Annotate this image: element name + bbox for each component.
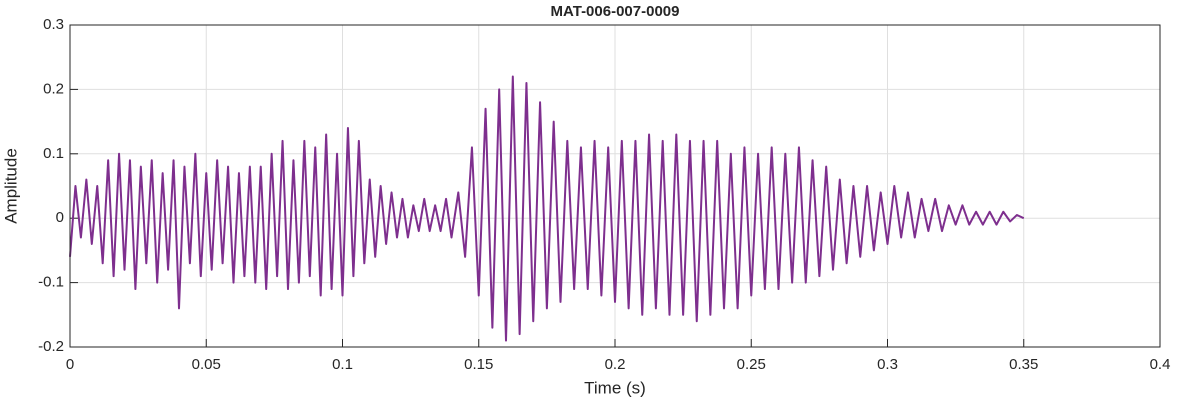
x-tick-label: 0.25 [737,356,766,373]
y-tick-label: -0.2 [38,338,64,355]
x-tick-label: 0 [66,356,74,373]
x-axis-label: Time (s) [584,378,646,397]
x-tick-label: 0.35 [1009,356,1038,373]
x-tick-label: 0.15 [464,356,493,373]
y-tick-label: 0.2 [43,80,64,97]
y-tick-label: 0.1 [43,145,64,162]
y-tick-label: -0.1 [38,274,64,291]
y-axis-label: Amplitude [1,148,20,224]
x-tick-label: 0.4 [1150,356,1171,373]
axes-box [69,24,1161,348]
waveform-line [69,75,1025,342]
x-tick-label: 0.3 [877,356,898,373]
y-tick-label: 0.3 [43,16,64,33]
y-tick-label: 0 [56,209,64,226]
x-tick-label: 0.05 [192,356,221,373]
x-tick-label: 0.2 [605,356,626,373]
x-tick-label: 0.1 [332,356,353,373]
chart-title: MAT-006-007-0009 [551,3,680,20]
